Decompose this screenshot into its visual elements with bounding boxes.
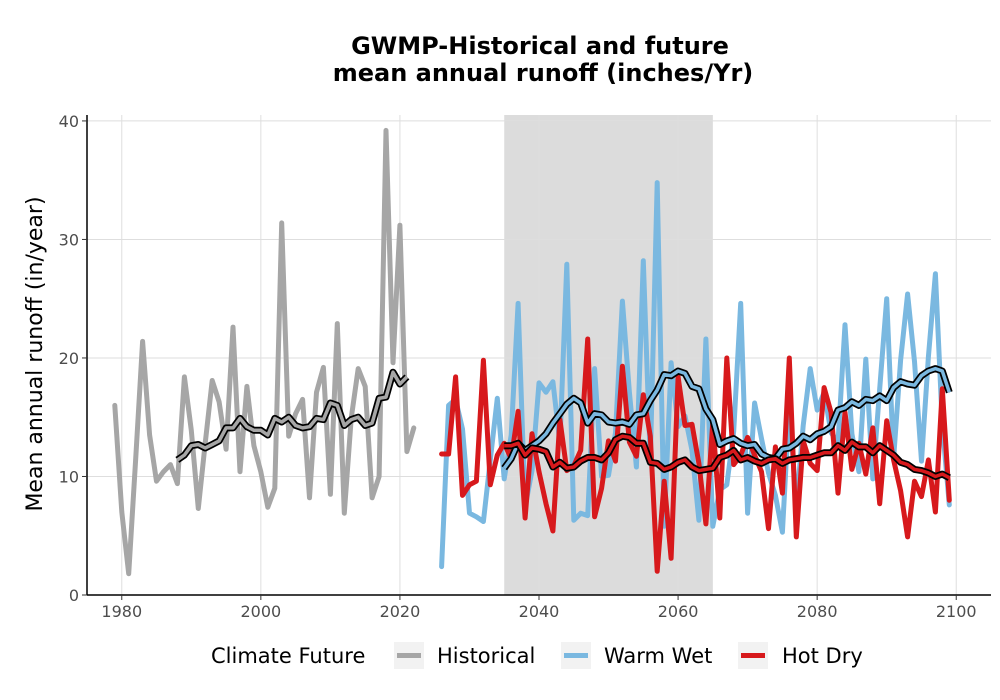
rolling-mean-hot-dry-line (504, 434, 951, 480)
y-tick-label: 10 (59, 467, 79, 486)
legend-label-hot-dry: Hot Dry (782, 644, 863, 668)
legend-label-warm-wet: Warm Wet (604, 644, 712, 668)
y-tick-label: 0 (69, 586, 79, 605)
y-axis-label: Mean annual runoff (in/year) (23, 196, 48, 511)
y-tick-label: 20 (59, 349, 79, 368)
x-tick-label: 2100 (936, 602, 977, 621)
legend-label-historical: Historical (437, 644, 535, 668)
x-tick-label: 2040 (519, 602, 560, 621)
chart-subtitle: mean annual runoff (inches/Yr) (333, 59, 754, 87)
series-line-hot-dry (439, 336, 952, 574)
chart-title: GWMP-Historical and future (351, 32, 729, 60)
rolling-mean-historical-line (176, 370, 409, 462)
y-tick-label: 30 (59, 230, 79, 249)
x-tick-label: 2060 (658, 602, 699, 621)
x-tick-label: 1980 (101, 602, 142, 621)
legend-title: Climate Future (211, 644, 365, 668)
x-tick-label: 2080 (797, 602, 838, 621)
x-tick-label: 2000 (240, 602, 281, 621)
x-tick-label: 2020 (380, 602, 421, 621)
legend: Climate Future Historical Warm Wet Hot Dry (211, 642, 863, 669)
series-line-historical (112, 127, 417, 577)
plot-area: 1980 2000 2020 2040 2060 2080 2100 0 10 20 30 40 (59, 112, 991, 621)
y-tick-label: 40 (59, 112, 79, 131)
shaded-period-band (504, 115, 713, 595)
rolling-mean-warm-wet-line (502, 366, 951, 470)
